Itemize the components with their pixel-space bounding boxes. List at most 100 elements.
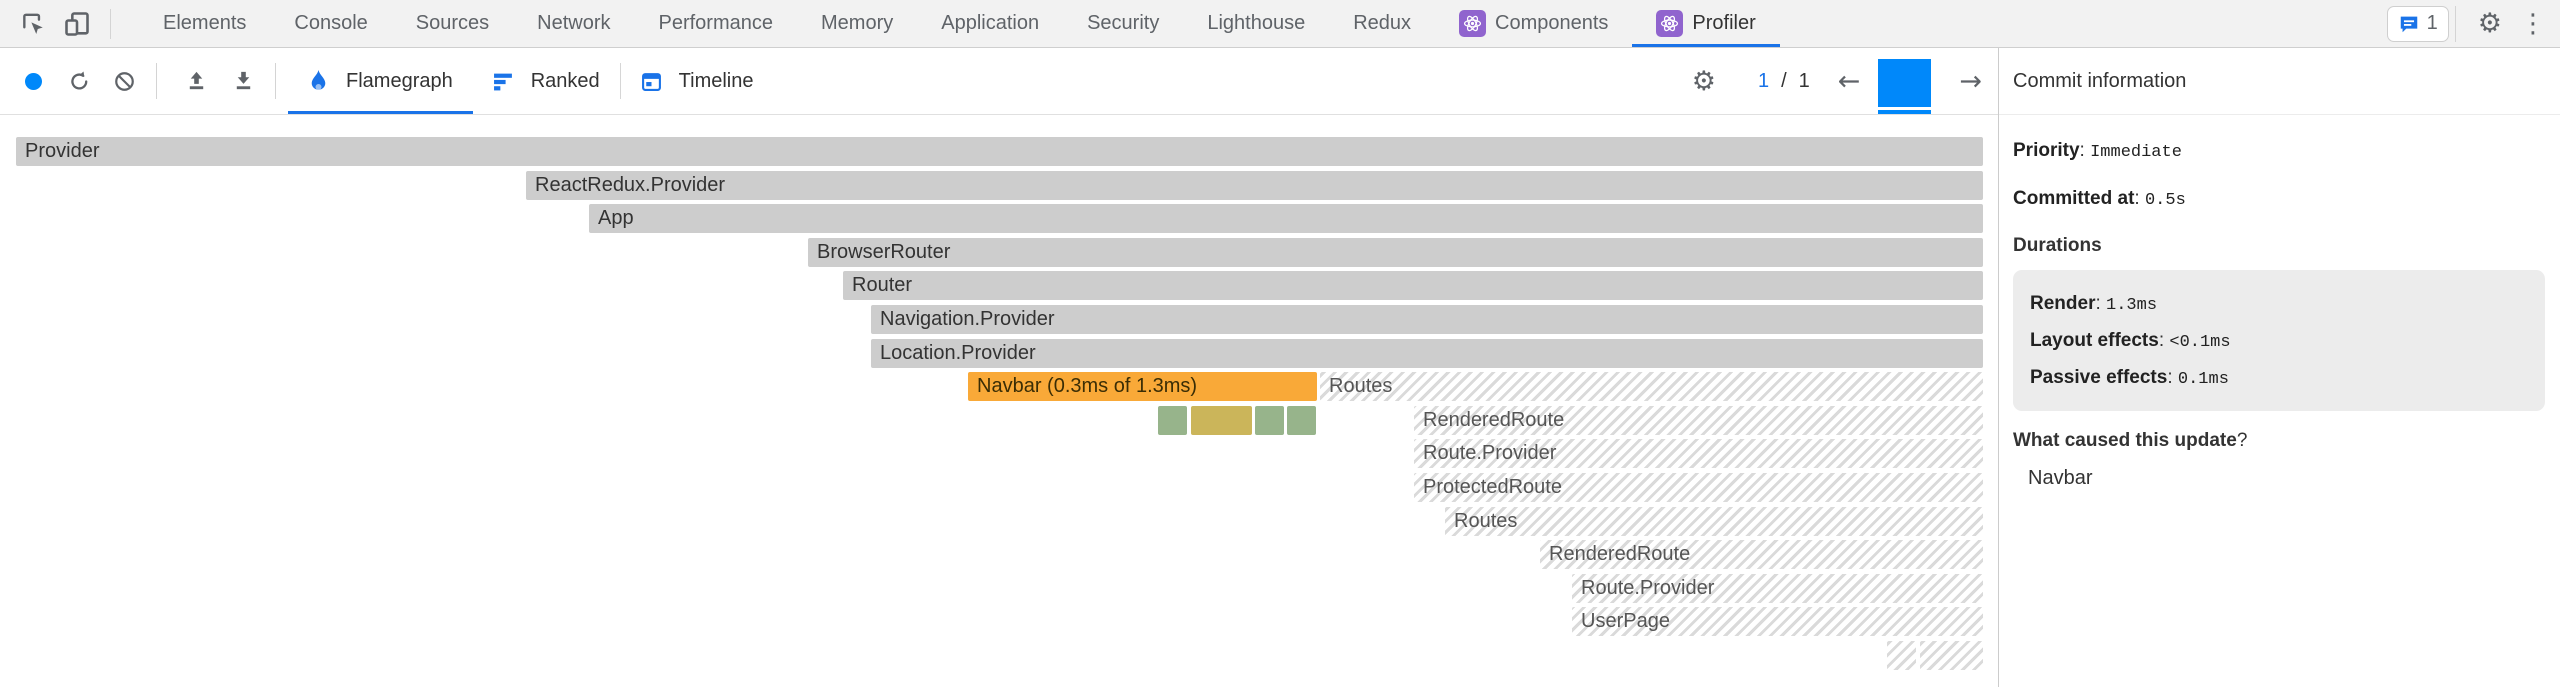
tab-sources[interactable]: Sources (392, 0, 513, 47)
issues-bubble-icon (2398, 13, 2420, 35)
view-tab-label: Timeline (678, 69, 754, 92)
tab-label: Performance (658, 12, 774, 34)
view-tab-ranked[interactable]: Ranked (473, 48, 620, 114)
tab-label: Profiler (1692, 12, 1756, 34)
commit-info-content: PriorityImmediate Committed at0.5s Durat… (1999, 115, 2560, 491)
flame-bar-browserrouter[interactable]: BrowserRouter (808, 237, 1983, 267)
flame-bar[interactable] (1255, 405, 1284, 435)
duration-label: Render (2030, 293, 2106, 314)
issues-badge[interactable]: 1 (2386, 5, 2449, 42)
flame-bar[interactable] (1920, 641, 1983, 670)
save-profile-icon[interactable] (232, 70, 255, 93)
caused-by-component[interactable]: Navbar (2028, 467, 2093, 489)
view-tab-timeline[interactable]: Timeline (621, 48, 774, 114)
record-button[interactable] (25, 72, 42, 90)
tab-label: Lighthouse (1207, 12, 1306, 34)
more-options-icon[interactable]: ⋮ (2520, 8, 2546, 39)
load-profile-icon[interactable] (185, 70, 208, 93)
duration-label: Layout effects (2030, 330, 2169, 351)
tab-label: Application (941, 12, 1040, 34)
profiler-toolbar-left: Flamegraph Ranked Timeline (0, 48, 774, 114)
committed-at-label: Committed at (2013, 188, 2145, 209)
profiler-left-column: Flamegraph Ranked Timeline ⚙ 1 / 1 ← (0, 48, 1998, 687)
tab-console[interactable]: Console (270, 0, 391, 47)
tab-label: Elements (163, 12, 247, 34)
profiler-toolbar: Flamegraph Ranked Timeline ⚙ 1 / 1 ← (0, 48, 1998, 115)
tab-components[interactable]: Components (1435, 0, 1632, 47)
toolbar-separator-1 (156, 63, 157, 99)
what-caused-label: What caused this update (2013, 430, 2237, 451)
tab-label: Security (1087, 12, 1160, 34)
view-tab-flamegraph[interactable]: Flamegraph (288, 48, 473, 114)
devtools-tabs: Elements Console Sources Network Performance… (139, 0, 1780, 47)
tab-label: Memory (821, 12, 894, 34)
previous-commit-icon[interactable]: ← (1837, 65, 1861, 97)
duration-label: Passive effects (2030, 367, 2178, 388)
flame-bar-navigation.provider[interactable]: Navigation.Provider (871, 305, 1983, 334)
toolbar-separator-2 (275, 63, 276, 99)
flame-bar-app[interactable]: App (589, 204, 1983, 234)
tab-label: Redux (1353, 12, 1412, 34)
tab-elements[interactable]: Elements (139, 0, 270, 47)
commit-bar-gap (1878, 107, 1932, 110)
flame-bar-location.provider[interactable]: Location.Provider (871, 338, 1983, 368)
flame-bar[interactable] (1158, 405, 1187, 435)
tab-network[interactable]: Network (513, 0, 634, 47)
profiler-settings-icon[interactable]: ⚙ (1691, 65, 1716, 97)
durations-title: Durations (2013, 235, 2102, 256)
tab-profiler[interactable]: Profiler (1632, 0, 1779, 47)
tab-redux[interactable]: Redux (1329, 0, 1435, 47)
what-caused-question-mark: ? (2236, 430, 2248, 451)
priority-row: PriorityImmediate (2013, 139, 2545, 165)
commit-counter: 1 / 1 (1758, 70, 1810, 93)
flame-bar-route.provider[interactable]: Route.Provider (1572, 573, 1983, 603)
flame-bar[interactable] (1887, 641, 1916, 670)
flame-bar-protectedroute[interactable]: ProtectedRoute (1414, 473, 1983, 502)
duration-value: <0.1ms (2169, 333, 2231, 352)
current-commit-number[interactable]: 1 (1757, 69, 1770, 92)
clear-profile-icon[interactable] (113, 70, 136, 93)
duration-value: 1.3ms (2106, 296, 2158, 315)
react-icon (1656, 10, 1684, 37)
inspect-element-icon[interactable] (16, 7, 50, 41)
selected-commit-bar[interactable] (1878, 59, 1932, 107)
reload-and-profile-icon[interactable] (68, 70, 91, 93)
devtools-tab-bar: Elements Console Sources Network Performance… (0, 0, 2560, 48)
flame-bar-reactredux.provider[interactable]: ReactRedux.Provider (526, 170, 1983, 200)
what-caused-row: What caused this update? (2013, 428, 2545, 453)
priority-value: Immediate (2090, 143, 2182, 162)
flame-bar-renderedroute[interactable]: RenderedRoute (1414, 405, 1983, 435)
tab-memory[interactable]: Memory (797, 0, 917, 47)
tab-label: Sources (415, 12, 490, 34)
flame-bar-userpage[interactable]: UserPage (1572, 607, 1983, 637)
flame-bar[interactable] (1191, 405, 1252, 435)
flame-bar-route.provider[interactable]: Route.Provider (1414, 439, 1983, 469)
view-tabs-separator (619, 63, 621, 99)
next-commit-icon[interactable]: → (1959, 65, 1982, 97)
flame-bar-routes[interactable]: Routes (1320, 372, 1983, 402)
commit-selector-bar[interactable] (1878, 48, 1932, 114)
flame-bar-renderedroute[interactable]: RenderedRoute (1540, 540, 1983, 570)
device-toolbar-icon[interactable] (60, 7, 94, 41)
flame-bar-router[interactable]: Router (843, 271, 1983, 301)
commit-counter-separator: / (1781, 69, 1787, 92)
flame-bar-provider[interactable]: Provider (16, 137, 1983, 166)
duration-value: 0.1ms (2177, 370, 2229, 389)
settings-gear-icon[interactable]: ⚙ (2477, 8, 2502, 39)
tab-label: Console (294, 12, 368, 34)
panel-divider (1998, 48, 1999, 687)
duration-row: Layout effects<0.1ms (2030, 323, 2528, 360)
view-tab-label: Flamegraph (346, 69, 453, 92)
priority-label: Priority (2013, 140, 2090, 161)
timeline-icon (641, 71, 679, 92)
tab-security[interactable]: Security (1063, 0, 1183, 47)
duration-row: Render1.3ms (2030, 286, 2528, 323)
commit-info-header: Commit information (1999, 48, 2560, 115)
tab-lighthouse[interactable]: Lighthouse (1183, 0, 1329, 47)
flame-bar[interactable] (1287, 405, 1316, 435)
tab-application[interactable]: Application (917, 0, 1063, 47)
flame-bar-routes[interactable]: Routes (1445, 506, 1983, 536)
flame-bar-navbar[interactable]: Navbar (0.3ms of 1.3ms) (968, 372, 1317, 402)
tab-performance[interactable]: Performance (635, 0, 798, 47)
